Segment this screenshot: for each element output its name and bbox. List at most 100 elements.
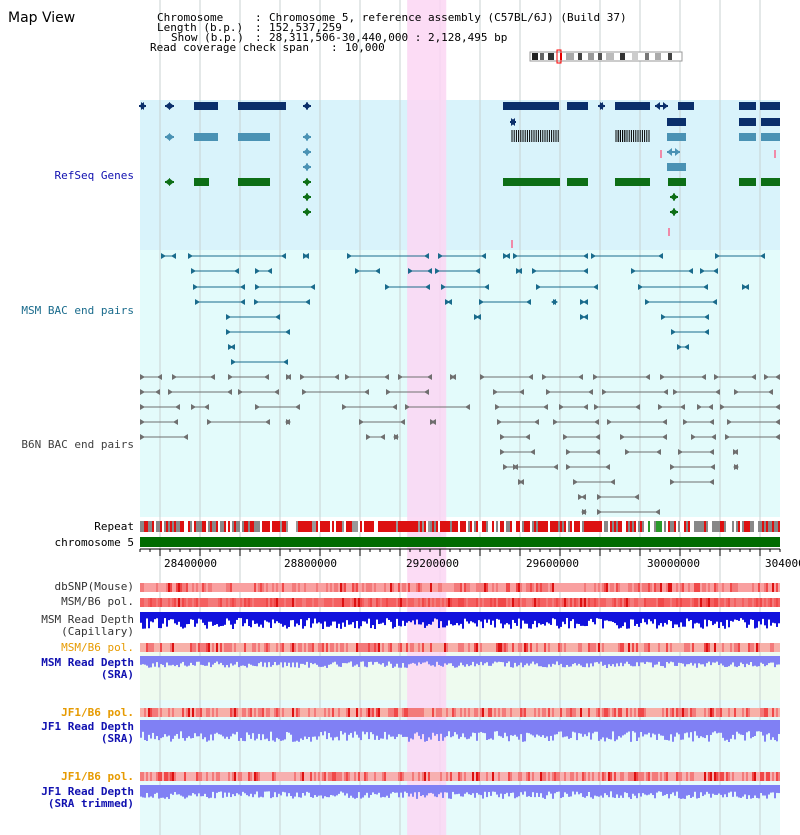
heatmap-cell bbox=[504, 583, 506, 592]
track-label-msm-b6-pol[interactable]: MSM/B6 pol. bbox=[61, 595, 134, 608]
track-label-msm-depth-sra[interactable]: MSM Read Depth bbox=[41, 656, 134, 669]
repeat-segment bbox=[702, 521, 704, 532]
depth-bar bbox=[718, 656, 720, 665]
repeat-segment bbox=[528, 521, 530, 532]
track-label-jf1-depth-trimmed[interactable]: JF1 Read Depth bbox=[41, 785, 134, 798]
gene-arrow bbox=[306, 163, 311, 171]
track-label-jf1-b6-pol[interactable]: JF1/B6 pol. bbox=[61, 706, 134, 719]
depth-bar bbox=[700, 720, 702, 737]
heatmap-cell bbox=[752, 643, 754, 652]
heatmap-cell bbox=[720, 598, 722, 607]
depth-bar bbox=[356, 656, 358, 665]
depth-bar bbox=[760, 612, 762, 625]
heatmap-cell bbox=[728, 772, 730, 781]
track-label-dbsnp[interactable]: dbSNP(Mouse) bbox=[54, 580, 134, 593]
heatmap-cell bbox=[640, 643, 642, 652]
heatmap-cell bbox=[496, 583, 498, 592]
repeat-segment bbox=[340, 521, 342, 532]
heatmap-cell bbox=[390, 708, 392, 717]
depth-bar bbox=[604, 720, 606, 742]
heatmap-cell bbox=[648, 772, 650, 781]
depth-bar bbox=[568, 785, 570, 797]
heatmap-cell bbox=[434, 708, 436, 717]
heatmap-cell bbox=[408, 598, 410, 607]
heatmap-cell bbox=[332, 643, 334, 652]
heatmap-cell bbox=[754, 583, 756, 592]
heatmap-cell bbox=[482, 772, 484, 781]
heatmap-cell bbox=[694, 772, 696, 781]
heatmap-cell bbox=[688, 583, 690, 592]
heatmap-cell bbox=[624, 708, 626, 717]
depth-bar bbox=[148, 785, 150, 798]
track-label-repeat[interactable]: Repeat bbox=[94, 520, 134, 533]
heatmap-cell bbox=[200, 643, 202, 652]
heatmap-cell bbox=[426, 643, 428, 652]
heatmap-cell bbox=[476, 708, 478, 717]
heatmap-cell bbox=[600, 708, 602, 717]
heatmap-cell bbox=[240, 708, 242, 717]
depth-bar bbox=[542, 785, 544, 798]
heatmap-cell bbox=[596, 583, 598, 592]
depth-bar bbox=[494, 656, 496, 662]
heatmap-cell bbox=[226, 772, 228, 781]
depth-bar bbox=[298, 720, 300, 742]
depth-bar bbox=[514, 785, 516, 799]
heatmap-cell bbox=[700, 772, 702, 781]
heatmap-cell bbox=[598, 772, 600, 781]
heatmap-cell bbox=[392, 583, 394, 592]
heatmap-cell bbox=[730, 643, 732, 652]
depth-bar bbox=[182, 785, 184, 797]
depth-bar bbox=[382, 720, 384, 739]
bac-end-marker bbox=[775, 434, 780, 440]
heatmap-cell bbox=[770, 708, 772, 717]
depth-bar bbox=[730, 612, 732, 621]
depth-bar bbox=[738, 612, 740, 621]
heatmap-cell bbox=[232, 708, 234, 717]
heatmap-cell bbox=[574, 643, 576, 652]
heatmap-cell bbox=[466, 583, 468, 592]
track-label-msm-depth-capillary[interactable]: MSM Read Depth bbox=[41, 613, 134, 626]
heatmap-cell bbox=[256, 772, 258, 781]
heatmap-cell bbox=[572, 708, 574, 717]
track-label-b6n-bac[interactable]: B6N BAC end pairs bbox=[21, 438, 134, 451]
bac-end-marker bbox=[302, 389, 307, 395]
heatmap-cell bbox=[342, 708, 344, 717]
heatmap-cell bbox=[406, 772, 408, 781]
repeat-segment bbox=[356, 521, 358, 532]
heatmap-cell bbox=[238, 772, 240, 781]
depth-bar bbox=[716, 785, 718, 795]
bac-end-marker bbox=[645, 299, 650, 305]
track-label-jf1-depth-sra[interactable]: JF1 Read Depth bbox=[41, 720, 134, 733]
bac-end-marker bbox=[254, 299, 259, 305]
track-label-refseq[interactable]: RefSeq Genes bbox=[54, 169, 134, 182]
bac-end-marker bbox=[602, 389, 607, 395]
depth-bar bbox=[196, 612, 198, 624]
heatmap-cell bbox=[202, 708, 204, 717]
heatmap-cell bbox=[412, 583, 414, 592]
heatmap-cell bbox=[556, 583, 558, 592]
track-label-jf1-b6-pol-2[interactable]: JF1/B6 pol. bbox=[61, 770, 134, 783]
heatmap-cell bbox=[528, 643, 530, 652]
heatmap-cell bbox=[334, 598, 336, 607]
heatmap-cell bbox=[486, 643, 488, 652]
track-label-msm-b6-pol-2[interactable]: MSM/B6 pol. bbox=[61, 641, 134, 654]
depth-bar bbox=[332, 720, 334, 741]
repeat-segment bbox=[636, 521, 638, 532]
depth-bar bbox=[462, 612, 464, 629]
repeat-segment bbox=[328, 521, 330, 532]
depth-bar bbox=[414, 785, 416, 793]
heatmap-cell bbox=[384, 772, 386, 781]
track-label-msm-bac[interactable]: MSM BAC end pairs bbox=[21, 304, 134, 317]
depth-bar bbox=[674, 612, 676, 625]
depth-bar bbox=[384, 720, 386, 732]
depth-bar bbox=[704, 720, 706, 739]
repeat-segment bbox=[678, 521, 680, 532]
repeat-segment bbox=[626, 521, 628, 532]
depth-bar bbox=[188, 720, 190, 737]
heatmap-cell bbox=[586, 772, 588, 781]
heatmap-cell bbox=[462, 598, 464, 607]
heatmap-cell bbox=[232, 583, 234, 592]
bac-end-marker bbox=[683, 419, 688, 425]
heatmap-cell bbox=[350, 643, 352, 652]
